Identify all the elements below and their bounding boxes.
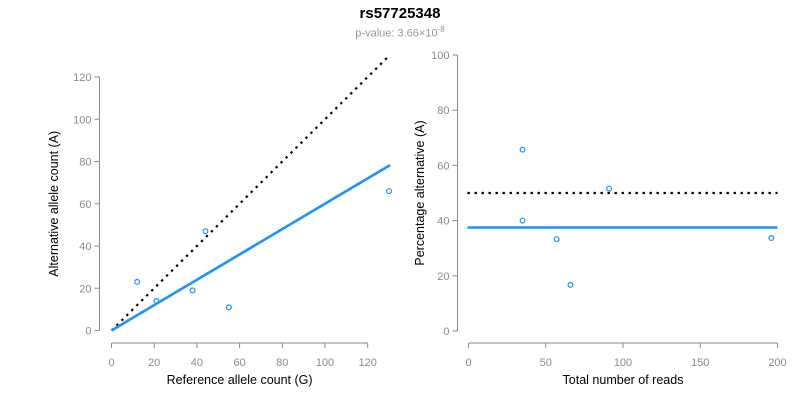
x-axis-title: Reference allele count (G) (167, 373, 313, 387)
fit-line (110, 163, 391, 332)
data-point (202, 228, 209, 235)
x-tick-label: 0 (465, 357, 471, 369)
x-axis-title: Total number of reads (563, 373, 684, 387)
y-axis-title: Percentage alternative (A) (413, 120, 427, 265)
y-tick-label: 60 (79, 199, 91, 211)
data-point (519, 217, 526, 224)
data-point (768, 234, 775, 241)
y-tick-label: 0 (443, 326, 449, 338)
y-tick-label: 20 (79, 283, 91, 295)
y-tick-label: 20 (437, 271, 449, 283)
data-point (134, 278, 141, 285)
x-tick-label: 100 (316, 357, 334, 369)
y-tick-label: 60 (437, 160, 449, 172)
x-tick-label: 60 (233, 357, 245, 369)
x-tick-label: 200 (768, 357, 786, 369)
x-tick-label: 80 (276, 357, 288, 369)
data-point (553, 236, 560, 243)
percentage-alternative-scatter: 0 20 40 60 80 100 0 50 100 150 200 Total number of … (413, 50, 787, 387)
data-point (606, 185, 613, 192)
x-tick-label: 100 (614, 357, 632, 369)
y-tick-label: 40 (437, 216, 449, 228)
y-tick-label: 80 (437, 105, 449, 117)
allele-count-scatter: 0 20 40 60 80 100 120 0 20 40 60 80 100 120 Reference … (47, 56, 393, 387)
data-point (386, 188, 393, 195)
data-point (225, 304, 232, 311)
data-point (567, 281, 574, 288)
y-tick-label: 100 (73, 114, 91, 126)
data-point (189, 287, 196, 294)
x-tick-label: 120 (359, 357, 377, 369)
x-tick-label: 50 (540, 357, 552, 369)
x-tick-label: 150 (691, 357, 709, 369)
y-tick-label: 80 (79, 157, 91, 169)
data-point (153, 297, 160, 304)
y-tick-label: 0 (85, 326, 91, 338)
x-tick-label: 40 (191, 357, 203, 369)
identity-line (110, 56, 389, 332)
y-tick-label: 40 (79, 241, 91, 253)
x-tick-label: 0 (108, 357, 114, 369)
x-tick-label: 20 (148, 357, 160, 369)
y-tick-label: 100 (431, 50, 449, 62)
data-point (519, 146, 526, 153)
y-axis-title: Alternative allele count (A) (47, 131, 61, 277)
y-tick-label: 120 (73, 72, 91, 84)
